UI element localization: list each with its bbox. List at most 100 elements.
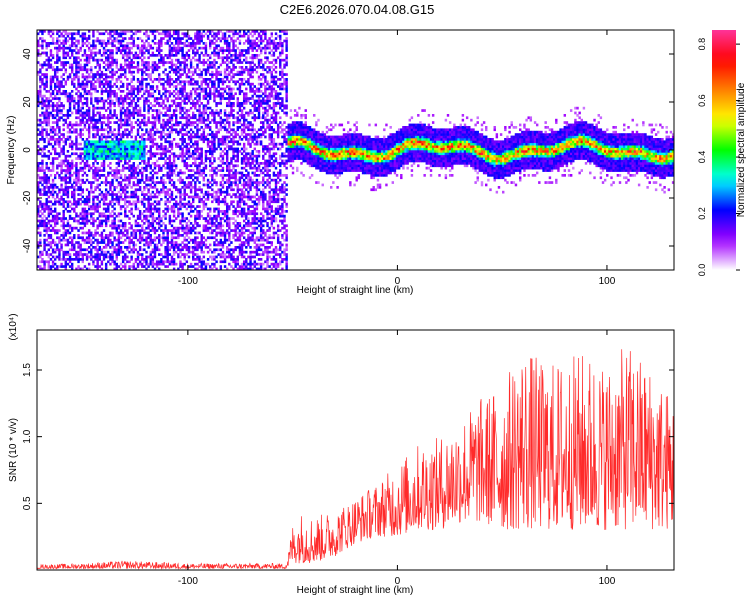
spectrogram-cell [119, 63, 123, 67]
spectrogram-cell [213, 94, 216, 98]
spectrogram-cell [181, 80, 184, 84]
spectrogram-cell [45, 222, 48, 225]
spectrogram-cell [43, 193, 46, 196]
spectrogram-cell [107, 214, 110, 218]
spectrogram-cell [208, 44, 212, 48]
spectrogram-cell [172, 123, 176, 127]
spectrogram-cell [87, 123, 91, 127]
spectrogram-cell [104, 150, 108, 153]
spectrogram-cell [51, 145, 55, 148]
spectrogram-cell [132, 162, 135, 165]
spectrogram-cell [121, 190, 125, 194]
spectrogram-cell [41, 212, 44, 216]
spectrogram-cell [100, 181, 104, 184]
spectrogram-cell [213, 166, 216, 170]
spectrogram-cell [168, 104, 172, 108]
spectrogram-cell [111, 250, 114, 254]
spectrogram-cell [62, 188, 65, 192]
spectrogram-cell [51, 260, 55, 264]
spectrogram-cell [100, 121, 104, 124]
spectrogram-cell [58, 106, 61, 110]
spectrogram-cell [85, 102, 89, 105]
spectrogram-cell [49, 210, 53, 213]
spectrogram-cell [98, 183, 101, 187]
spectrogram-cell [145, 255, 148, 259]
spectrogram-cell [124, 133, 127, 136]
spectrogram-cell [77, 255, 80, 259]
spectrogram-cell [115, 265, 118, 268]
spectrogram-cell [51, 128, 55, 132]
spectrogram-cell [83, 152, 87, 156]
spectrogram-cell [73, 44, 76, 48]
spectrogram-cell [141, 200, 144, 204]
spectrogram-cell [189, 210, 193, 213]
spectrogram-cell [162, 234, 165, 237]
spectrogram-cell [213, 171, 216, 175]
spectrogram-cell [126, 85, 129, 88]
spectrogram-cell [141, 142, 144, 146]
spectrogram-cell [62, 176, 65, 180]
spectrogram-cell [62, 238, 65, 242]
spectrogram-cell [189, 214, 193, 218]
spectrogram-cell [155, 171, 159, 175]
spectrogram-cell [223, 162, 227, 165]
spectrogram-cell [136, 265, 140, 268]
spectrogram-cell [175, 200, 178, 204]
spectrogram-cell [177, 202, 180, 206]
spectrogram-cell [128, 102, 131, 105]
spectrogram-cell [81, 106, 85, 110]
spectrogram-cell [217, 188, 220, 192]
spectrogram-cell [166, 166, 169, 170]
spectrogram-cell [221, 150, 225, 153]
spectrogram-cell [181, 106, 184, 110]
spectrogram-cell [187, 236, 191, 240]
spectrogram-cell [134, 30, 138, 33]
spectrogram-cell [115, 200, 118, 204]
spectrogram-cell [41, 133, 44, 136]
spectrogram-cell [183, 63, 186, 67]
spectrogram-cell [111, 222, 114, 225]
spectrogram-cell [115, 258, 118, 261]
spectrogram-cell [198, 231, 201, 235]
spectrogram-cell [87, 238, 91, 242]
spectrogram-cell [200, 236, 203, 240]
spectrogram-cell [202, 68, 206, 72]
spectrogram-cell [219, 116, 223, 120]
spectrogram-cell [64, 39, 68, 43]
spectrogram-cell [75, 44, 78, 48]
spectrogram-cell [168, 56, 172, 60]
spectrogram-cell [177, 66, 180, 69]
spectrogram-cell [175, 70, 178, 74]
spectrogram-cell [41, 78, 44, 81]
spectrogram-cell [66, 224, 70, 228]
spectrogram-cell [198, 188, 201, 192]
spectrogram-cell [206, 193, 210, 196]
spectrogram-cell [166, 106, 169, 110]
spectrogram-cell [153, 248, 157, 252]
spectrogram-cell [172, 32, 176, 36]
spectrogram-cell [160, 56, 163, 60]
spectrogram-cell [49, 243, 53, 247]
spectrogram-cell [200, 234, 203, 237]
spectrogram-cell [128, 183, 131, 187]
spectrogram-cell [187, 92, 191, 96]
spectrogram-cell [153, 118, 157, 122]
spectrogram-cell [168, 195, 172, 199]
spectrogram-cell [153, 166, 157, 170]
spectrogram-cell [115, 231, 118, 235]
spectrogram-cell [115, 150, 118, 153]
spectrogram-cell [92, 176, 95, 180]
spectrogram-cell [115, 145, 118, 148]
spectrogram-cell [39, 80, 42, 84]
spectrogram-cell [202, 241, 206, 244]
spectrogram-cell [96, 73, 99, 76]
spectrogram-cell [121, 30, 125, 33]
spectrogram-cell [183, 102, 186, 105]
spectrogram-cell [219, 226, 223, 230]
spectrogram-cell [134, 109, 138, 112]
spectrogram-cell [183, 70, 186, 74]
spectrogram-cell [168, 114, 172, 117]
spectrogram-cell [168, 145, 172, 148]
spectrogram-cell [111, 178, 114, 182]
spectrogram-cell [202, 169, 206, 172]
